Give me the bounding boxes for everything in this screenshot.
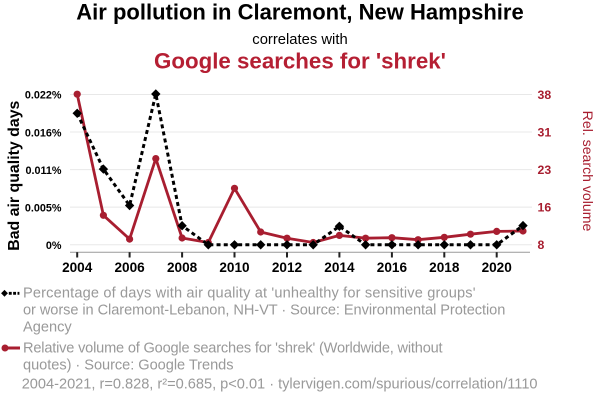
svg-text:Agency: Agency <box>23 320 72 336</box>
svg-text:Bad air quality days: Bad air quality days <box>6 100 23 250</box>
svg-text:2004-2021, r=0.828, r²=0.685,: 2004-2021, r=0.828, r²=0.685, p<0.01 · t… <box>22 376 538 392</box>
svg-text:2012: 2012 <box>272 260 303 275</box>
svg-text:Google searches for 'shrek': Google searches for 'shrek' <box>154 48 446 73</box>
svg-text:23: 23 <box>538 163 552 177</box>
svg-text:31: 31 <box>538 125 552 139</box>
svg-text:2016: 2016 <box>377 260 408 275</box>
svg-text:correlates with: correlates with <box>252 32 347 48</box>
svg-text:0.005%: 0.005% <box>25 202 62 214</box>
svg-text:Relative volume of Google sear: Relative volume of Google searches for '… <box>23 341 443 357</box>
svg-text:0%: 0% <box>46 240 62 252</box>
svg-text:2004: 2004 <box>62 260 93 275</box>
svg-text:Air pollution in Claremont, Ne: Air pollution in Claremont, New Hampshir… <box>76 0 523 25</box>
svg-text:2014: 2014 <box>324 260 355 275</box>
svg-text:0.011%: 0.011% <box>25 165 61 177</box>
svg-text:8: 8 <box>538 238 545 252</box>
svg-text:Rel. search volume: Rel. search volume <box>580 111 596 232</box>
svg-text:0.022%: 0.022% <box>25 90 62 102</box>
svg-text:0.016%: 0.016% <box>25 127 62 139</box>
svg-text:Percentage of days with air qu: Percentage of days with air quality at '… <box>23 286 476 302</box>
svg-text:or worse in Claremont-Lebanon,: or worse in Claremont-Lebanon, NH-VT · S… <box>23 303 505 319</box>
svg-text:quotes) · Source: Google Trend: quotes) · Source: Google Trends <box>23 358 233 374</box>
svg-text:2018: 2018 <box>429 260 460 275</box>
svg-text:2006: 2006 <box>114 260 145 275</box>
svg-text:2010: 2010 <box>219 260 249 275</box>
svg-text:38: 38 <box>538 88 552 102</box>
svg-text:16: 16 <box>538 201 552 215</box>
svg-text:2008: 2008 <box>167 260 198 275</box>
svg-text:2020: 2020 <box>482 260 512 275</box>
